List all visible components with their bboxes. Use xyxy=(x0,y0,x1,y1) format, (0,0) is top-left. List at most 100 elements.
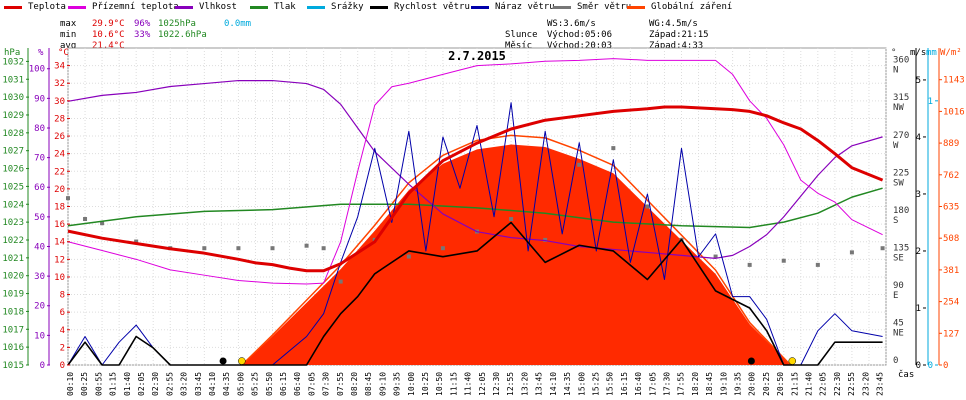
axis-degc-tick: 28 xyxy=(54,114,65,124)
legend-swatch xyxy=(4,5,22,9)
axis-x-tick: 01:15 xyxy=(109,372,118,396)
legend-item-0: Teplota xyxy=(4,2,66,12)
axis-dir-tick: 135 xyxy=(893,243,909,253)
axis-pct-tick: 80 xyxy=(34,124,45,134)
axis-x-tick: 05:00 xyxy=(236,372,245,396)
axis-degc-tick: 18 xyxy=(54,203,65,213)
axis-x-tick: 18:20 xyxy=(691,372,700,396)
axis-x-tick: 12:05 xyxy=(478,372,487,396)
axis-pct-tick: 40 xyxy=(34,242,45,252)
axis-wm2-tick: 508 xyxy=(943,234,959,244)
series-wind-speed-line xyxy=(67,221,883,366)
wind-direction-point xyxy=(611,146,616,151)
stats-avg-row: avg 21.4°C xyxy=(60,41,251,52)
axis-hpa-tick: 1024 xyxy=(2,200,24,210)
wind-direction-point xyxy=(304,243,309,248)
axis-x-tick: 12:30 xyxy=(492,372,501,396)
axis-x-tick: 22:05 xyxy=(819,372,828,396)
axis-pct-tick: 50 xyxy=(34,213,45,223)
axis-dir-tick: 180 xyxy=(893,206,909,216)
wind-direction-point xyxy=(543,237,548,242)
wind-direction-point xyxy=(747,262,752,267)
series-ground-temp-line xyxy=(67,58,883,285)
axis-degc-tick: 6 xyxy=(60,308,65,318)
legend-label: Vlhkost xyxy=(199,2,237,12)
axis-hpa-tick: 1028 xyxy=(2,129,24,139)
stats-min-hum: 33% xyxy=(134,30,151,40)
axis-x-tick: 17:05 xyxy=(648,372,657,396)
axis-dir-compass: N xyxy=(893,66,898,76)
axis-hpa-tick: 1029 xyxy=(2,111,24,121)
wind-direction-point xyxy=(577,162,582,167)
axis-dir-tick: 90 xyxy=(893,281,904,291)
stats-avg-label: avg xyxy=(60,41,77,51)
wind-direction-point xyxy=(66,196,70,201)
wind-direction-point xyxy=(440,246,445,251)
axis-x-tick: 05:50 xyxy=(265,372,274,396)
axis-degc-tick: 16 xyxy=(54,220,65,230)
axis-degc-tick: 24 xyxy=(54,150,65,160)
wind-direction-point xyxy=(880,246,885,251)
wind-direction-point xyxy=(849,250,854,255)
axis-wm2-tick: 635 xyxy=(943,203,959,213)
axis-hpa-tick: 1023 xyxy=(2,218,24,228)
axis-wm2-tick: 0 xyxy=(943,361,948,371)
axis-ms-tick: 0 xyxy=(916,361,921,371)
axis-hpa-tick: 1032 xyxy=(2,57,24,67)
stats-max-hum: 96% xyxy=(134,19,151,29)
wind-direction-point xyxy=(815,262,820,267)
axis-wm2-tick: 381 xyxy=(943,266,959,276)
axis-x-tick: 15:00 xyxy=(577,372,586,396)
wind-direction-point xyxy=(236,246,241,251)
axis-x-tick: 09:35 xyxy=(393,372,402,396)
axis-wm2-tick: 762 xyxy=(943,171,959,181)
legend-label: Náraz větru xyxy=(495,2,555,12)
legend-label: Směr větru xyxy=(577,2,632,12)
axis-dir-compass: NE xyxy=(893,328,904,338)
wind-direction-point xyxy=(134,239,139,244)
series-pressure-line xyxy=(67,187,883,229)
legend-swatch xyxy=(627,5,645,9)
axis-x-tick: 08:45 xyxy=(364,372,373,396)
sunset-marker xyxy=(788,357,797,365)
stats-min-press: 1022.6hPa xyxy=(158,30,207,40)
stats-max-label: max xyxy=(60,19,77,29)
legend-swatch xyxy=(250,5,268,9)
axis-pct-tick: 30 xyxy=(34,272,45,282)
axis-ms-tick: 4 xyxy=(916,133,921,143)
moonset-marker xyxy=(219,357,227,365)
legend-label: Rychlost větru xyxy=(394,2,470,12)
axis-wm2-label: W/m² xyxy=(940,48,962,58)
axis-x-tick: 10:50 xyxy=(435,372,444,396)
sun-row: Slunce Východ:05:06 Západ:21:15 xyxy=(505,30,709,41)
moon-set: Západ:4:33 xyxy=(649,41,704,51)
legend-swatch xyxy=(175,5,193,9)
axis-x-tick: 08:20 xyxy=(350,372,359,396)
axis-x-tick: 01:40 xyxy=(123,372,132,396)
axis-x-tick: 03:20 xyxy=(180,372,189,396)
wind-direction-point xyxy=(781,258,786,263)
stats-panel: max 29.9°C 96% 1025hPa 0.0mm min 10.6°C … xyxy=(60,19,251,52)
axis-x-tick: 20:25 xyxy=(762,372,771,396)
axis-x-tick: 20:50 xyxy=(776,372,785,396)
axis-x-tick: 07:30 xyxy=(322,372,331,396)
axis-x: 00:10 00:25 00:55 01:15 01:40 02:05 02:30 02:55… xyxy=(66,372,884,396)
axis-x-tick: 19:10 xyxy=(719,372,728,396)
wind-direction-point xyxy=(645,204,650,209)
axis-degc-tick: 20 xyxy=(54,185,65,195)
axis-x-tick: 12:55 xyxy=(506,372,515,396)
stats-max-rain: 0.0mm xyxy=(224,19,252,29)
axis-x-tick: 23:45 xyxy=(875,372,884,396)
axis-x-tick: 11:40 xyxy=(464,372,473,396)
axis-hpa-tick: 1020 xyxy=(2,272,24,282)
legend-item-5: Rychlost větru xyxy=(370,2,470,12)
axis-x-tick: 14:35 xyxy=(563,372,572,396)
axis-ms-tick: 1 xyxy=(916,304,921,314)
axis-dir-tick: 360 xyxy=(893,56,909,66)
axis-x-tick: 02:30 xyxy=(151,372,160,396)
axis-degc-tick: 32 xyxy=(54,79,65,89)
wind-direction-point xyxy=(509,217,514,222)
axis-pct-tick: 90 xyxy=(34,94,45,104)
axis-dir-compass: NW xyxy=(893,103,904,113)
